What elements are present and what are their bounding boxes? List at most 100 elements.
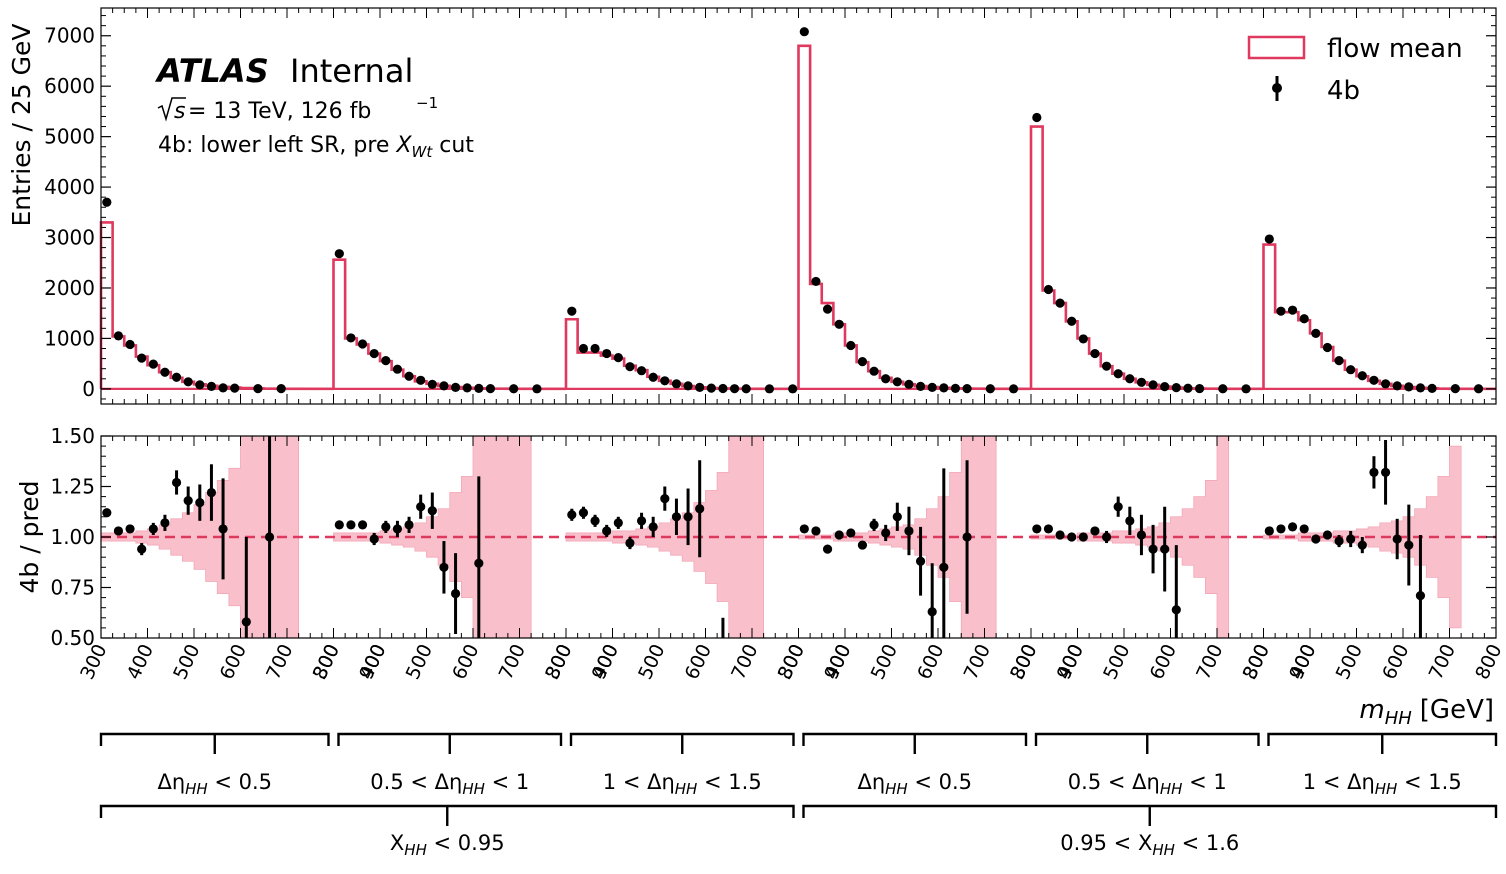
data-point bbox=[950, 383, 961, 393]
data-point bbox=[1299, 314, 1309, 324]
category-label-sub: HH bbox=[1375, 780, 1398, 798]
data-point bbox=[671, 379, 682, 389]
data-point bbox=[1008, 384, 1019, 394]
x-tick-label: 300 bbox=[541, 641, 576, 683]
x-tick-label: 700 bbox=[1425, 641, 1460, 683]
selection-var: X bbox=[395, 133, 412, 158]
data-point bbox=[764, 384, 775, 394]
top-ytick-label: 6000 bbox=[44, 74, 95, 98]
group-label-sub: HH bbox=[1152, 841, 1175, 859]
ratio-point bbox=[1090, 526, 1100, 536]
category-label: 0.5 < ΔηHH < 1 bbox=[370, 770, 529, 798]
data-point bbox=[1264, 234, 1274, 244]
ratio-point bbox=[439, 562, 449, 572]
data-point bbox=[869, 366, 879, 376]
ratio-points bbox=[102, 436, 1426, 638]
ratio-ytick-label: 1.25 bbox=[50, 475, 95, 499]
x-tick-label: 700 bbox=[262, 641, 297, 683]
category-label-pre: 1 < Δη bbox=[603, 770, 675, 794]
data-point bbox=[729, 384, 740, 394]
data-point bbox=[683, 381, 693, 391]
data-point bbox=[636, 366, 647, 376]
ratio-ytick-label: 1.00 bbox=[50, 525, 95, 549]
legend-hist-label: flow mean bbox=[1327, 34, 1463, 64]
top-ytick-label: 3000 bbox=[44, 226, 95, 250]
category-label-post: < 1 bbox=[1182, 770, 1226, 794]
ratio-point bbox=[1160, 544, 1170, 554]
data-point bbox=[1055, 298, 1065, 308]
category-label: ΔηHH < 0.5 bbox=[157, 770, 272, 798]
data-point bbox=[857, 357, 868, 367]
data-point bbox=[578, 343, 589, 354]
x-tick-label: 800 bbox=[1471, 641, 1506, 683]
ratio-point bbox=[474, 558, 484, 568]
x-tick-label: 400 bbox=[1285, 641, 1320, 683]
hist-block-2 bbox=[564, 317, 799, 391]
ratio-ytick-label: 0.75 bbox=[50, 576, 95, 600]
data-point bbox=[1322, 342, 1333, 353]
hist-block-3 bbox=[797, 44, 1032, 391]
category-label: 0.5 < ΔηHH < 1 bbox=[1068, 770, 1227, 798]
top-panel: 0 1000 2000 3000 4000 5000 6000 7000 Entries / … bbox=[7, 7, 1497, 405]
data-point bbox=[160, 367, 170, 377]
ratio-point bbox=[171, 477, 182, 488]
data-point bbox=[1415, 383, 1426, 393]
data-point bbox=[985, 384, 995, 394]
ratio-point bbox=[962, 532, 972, 542]
ratio-point bbox=[346, 520, 356, 530]
ratio-ytick-labels: 0.50 0.75 1.00 1.25 1.50 bbox=[50, 424, 95, 650]
ratio-point bbox=[1171, 605, 1181, 615]
ratio-point bbox=[1404, 540, 1414, 550]
top-ytick-label: 7000 bbox=[44, 24, 95, 48]
data-point bbox=[741, 384, 751, 394]
data-point bbox=[834, 319, 844, 329]
ratio-point bbox=[1357, 540, 1367, 550]
ratio-point bbox=[160, 518, 170, 528]
data-point bbox=[1125, 374, 1135, 384]
data-point bbox=[1473, 384, 1484, 394]
data-point bbox=[1287, 305, 1298, 315]
x-tick-label: 600 bbox=[1378, 641, 1413, 683]
data-point bbox=[1369, 375, 1379, 385]
hist-block-4 bbox=[1029, 125, 1264, 391]
data-point bbox=[439, 381, 449, 391]
x-tick-label: 600 bbox=[216, 641, 251, 683]
ratio-point bbox=[602, 526, 612, 536]
selection-label: 4b: lower left SR, pre XWt cut bbox=[158, 133, 474, 161]
x-axis-label-unit: [GeV] bbox=[1420, 695, 1494, 725]
ratio-point bbox=[1369, 467, 1379, 477]
top-ytick-label: 2000 bbox=[44, 276, 95, 300]
ratio-point bbox=[1113, 502, 1123, 512]
group-bracket bbox=[802, 804, 1498, 826]
group-bracket bbox=[99, 804, 795, 826]
legend-point-marker bbox=[1272, 83, 1282, 93]
top-ytick-label: 1000 bbox=[44, 326, 95, 350]
ratio-ticks bbox=[100, 435, 1497, 639]
data-point bbox=[1113, 369, 1123, 379]
category-label-pre: 0.5 < Δη bbox=[370, 770, 462, 794]
x-tick-label: 500 bbox=[634, 641, 669, 683]
data-point bbox=[1450, 384, 1460, 394]
category-label-sub: HH bbox=[1160, 780, 1183, 798]
top-ytick-label: 0 bbox=[82, 377, 95, 401]
ratio-point bbox=[1287, 522, 1298, 532]
category-label-post: < 1.5 bbox=[1397, 770, 1461, 794]
data-point bbox=[392, 364, 403, 374]
selection-text: 4b: lower left SR, pre bbox=[158, 133, 396, 158]
category-label-pre: Δη bbox=[157, 770, 185, 794]
data-point bbox=[102, 197, 112, 207]
ratio-ytick-label: 0.50 bbox=[50, 626, 95, 650]
top-ytick-labels: 0 1000 2000 3000 4000 5000 6000 7000 bbox=[44, 24, 95, 401]
ratio-point bbox=[241, 617, 251, 627]
data-point bbox=[695, 382, 705, 392]
hist-block-5 bbox=[1262, 243, 1497, 391]
data-point bbox=[625, 362, 635, 372]
category-label-post: < 0.5 bbox=[908, 770, 972, 794]
data-point bbox=[648, 372, 658, 382]
x-tick-label: 600 bbox=[681, 641, 716, 683]
data-point bbox=[788, 384, 798, 394]
ratio-point bbox=[939, 562, 949, 572]
ratio-point bbox=[1392, 534, 1402, 544]
